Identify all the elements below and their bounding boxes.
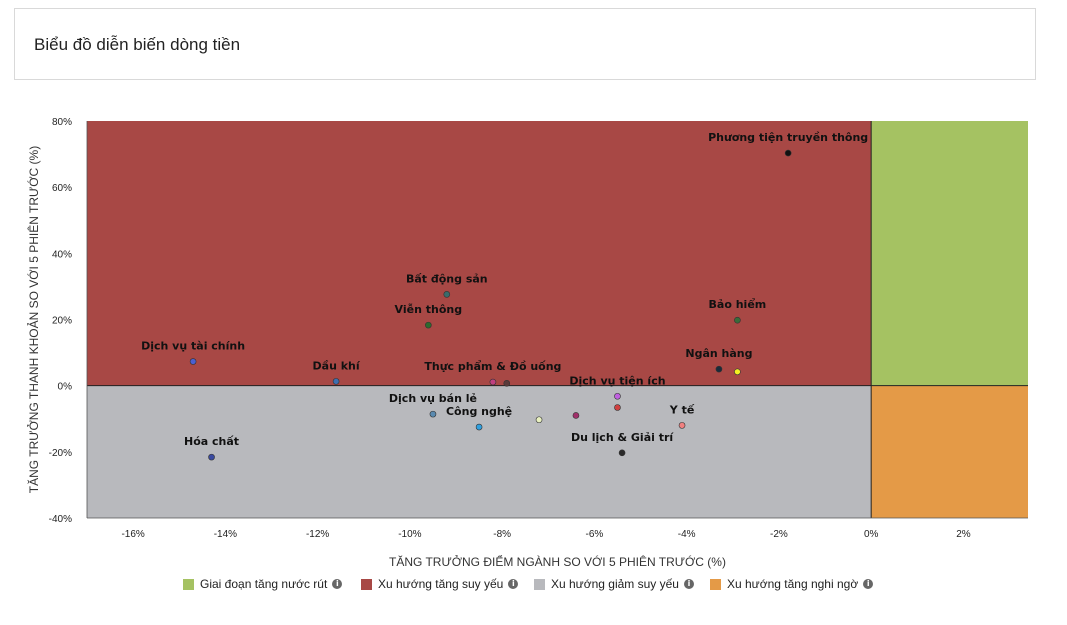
x-axis-ticks: -16% -14% -12% -10% -8% -6% -4% -2% 0% 2% xyxy=(121,529,970,540)
legend-swatch xyxy=(534,578,545,590)
data-point xyxy=(189,358,197,365)
legend-label: Xu hướng giảm suy yếu xyxy=(551,577,679,591)
y-axis-title: TĂNG TRƯỞNG THANH KHOẢN SO VỚI 5 PHIÊN T… xyxy=(26,146,41,493)
legend-item[interactable]: Giai đoạn tăng nước rút i xyxy=(183,574,343,594)
y-tick-label: 0% xyxy=(58,382,73,393)
data-point-label: Du lịch & Giải trí xyxy=(571,431,674,444)
y-tick-label: 60% xyxy=(52,183,72,194)
legend-label: Xu hướng tăng nghi ngờ xyxy=(727,577,859,591)
data-point xyxy=(425,321,432,329)
x-tick-label: -12% xyxy=(306,529,329,540)
data-point xyxy=(734,316,741,324)
data-point xyxy=(443,291,451,298)
x-axis-title: TĂNG TRƯỞNG ĐIỂM NGÀNH SO VỚI 5 PHIÊN TR… xyxy=(389,554,726,569)
x-tick-label: -8% xyxy=(493,529,511,540)
x-tick-label: -10% xyxy=(398,529,421,540)
data-point-label: Dịch vụ tiện ích xyxy=(569,374,665,387)
x-tick-label: -4% xyxy=(678,529,696,540)
data-point xyxy=(734,368,741,376)
data-point xyxy=(208,453,215,461)
x-tick-label: -6% xyxy=(586,529,604,540)
data-point xyxy=(503,380,511,387)
y-tick-label: 20% xyxy=(52,316,72,327)
y-axis-ticks: 80% 60% 40% 20% 0% -20% -40% xyxy=(49,117,72,525)
legend-item[interactable]: Xu hướng giảm suy yếu i xyxy=(534,574,694,594)
data-point xyxy=(489,378,497,386)
data-point xyxy=(678,422,686,429)
info-icon[interactable]: i xyxy=(683,579,694,589)
data-point-label: Ngân hàng xyxy=(685,347,752,360)
x-tick-label: -16% xyxy=(121,529,144,540)
data-point xyxy=(618,449,626,457)
data-point-label: Hóa chất xyxy=(184,435,239,448)
chart-title-box: Biểu đồ diễn biến dòng tiền xyxy=(14,8,1036,80)
data-point-label: Dịch vụ tài chính xyxy=(141,340,245,353)
data-point xyxy=(535,416,543,424)
cash-flow-chart: -16% -14% -12% -10% -8% -6% -4% -2% 0% 2% 80% 60% 4… xyxy=(26,117,1028,569)
data-points: Phương tiện truyền thông Bất động sản Viễn… xyxy=(141,131,868,461)
x-tick-label: -2% xyxy=(770,529,788,540)
page-title: Biểu đồ diễn biến dòng tiền xyxy=(34,35,241,54)
data-point xyxy=(614,392,621,400)
y-tick-label: 80% xyxy=(52,117,72,128)
x-tick-label: -14% xyxy=(214,529,237,540)
info-icon[interactable]: i xyxy=(508,579,519,589)
data-point-label: Y tế xyxy=(669,403,695,416)
y-tick-label: -40% xyxy=(49,514,72,525)
data-point-label: Dầu khí xyxy=(313,359,361,372)
data-point xyxy=(429,410,437,418)
legend-item[interactable]: Xu hướng tăng suy yếu i xyxy=(361,574,519,594)
data-point-label: Dịch vụ bán lẻ xyxy=(389,392,477,405)
chart-legend: Giai đoạn tăng nước rút i Xu hướng tăng su… xyxy=(0,574,1067,594)
y-tick-label: -20% xyxy=(49,448,72,459)
quadrant-area xyxy=(871,385,1028,518)
quadrant-backgrounds xyxy=(87,121,1028,518)
info-icon[interactable]: i xyxy=(863,579,874,589)
legend-swatch xyxy=(361,578,372,590)
x-tick-label: 2% xyxy=(956,529,971,540)
quadrant-area xyxy=(871,121,1028,386)
info-icon[interactable]: i xyxy=(332,579,343,589)
legend-label: Xu hướng tăng suy yếu xyxy=(378,577,504,591)
data-point xyxy=(715,365,723,373)
legend-swatch xyxy=(183,578,194,590)
data-point-label: Phương tiện truyền thông xyxy=(708,131,868,144)
legend-item[interactable]: Xu hướng tăng nghi ngờ i xyxy=(710,574,874,594)
axis-lines xyxy=(86,121,1028,519)
y-tick-label: 40% xyxy=(52,249,72,260)
data-point xyxy=(572,412,580,419)
legend-label: Giai đoạn tăng nước rút xyxy=(200,577,328,591)
data-point xyxy=(614,404,621,411)
data-point-label: Bảo hiểm xyxy=(709,298,767,311)
data-point xyxy=(475,423,483,431)
data-point-label: Viễn thông xyxy=(395,303,463,316)
data-point-label: Bất động sản xyxy=(406,272,488,285)
x-tick-label: 0% xyxy=(864,529,879,540)
quadrant-area xyxy=(87,121,872,386)
data-point xyxy=(332,378,340,385)
data-point-label: Công nghệ xyxy=(446,405,512,418)
legend-swatch xyxy=(710,578,721,590)
data-point-label: Thực phẩm & Đồ uống xyxy=(424,360,561,373)
quadrant-area xyxy=(87,385,872,518)
data-point xyxy=(784,149,792,157)
